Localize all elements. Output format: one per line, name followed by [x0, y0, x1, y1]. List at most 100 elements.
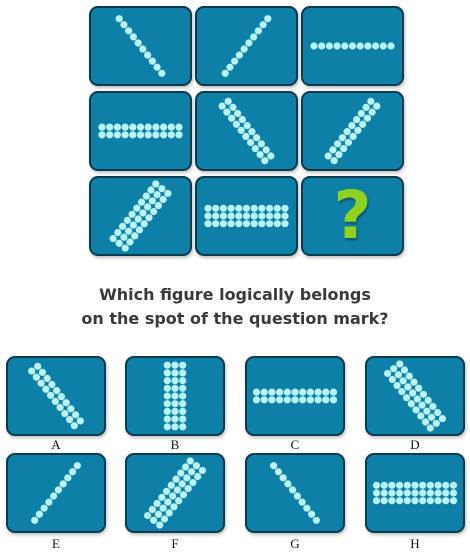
- figure-dot: [417, 412, 425, 420]
- figure-dot: [283, 396, 291, 404]
- figure-dot: [171, 377, 179, 385]
- figure-dot: [179, 400, 187, 408]
- figure-dot: [162, 487, 171, 495]
- figure-dot: [312, 516, 320, 524]
- puzzle-cell-r2c3: [301, 91, 404, 171]
- option-tile-d[interactable]: [365, 356, 465, 436]
- figure-dot: [419, 497, 427, 505]
- figure-dot: [424, 396, 432, 404]
- figure-dot: [340, 144, 348, 153]
- figure-dot: [264, 15, 272, 23]
- dot-figure: [218, 97, 275, 165]
- figure-dot: [139, 45, 147, 53]
- figure-dot: [164, 498, 172, 506]
- figure-dot: [352, 115, 361, 124]
- figure-dot: [154, 510, 163, 518]
- figure-dot: [266, 204, 274, 212]
- figure-dot: [240, 45, 248, 53]
- figure-dot: [398, 388, 406, 396]
- figure-dot: [442, 489, 450, 497]
- figure-dot: [135, 226, 144, 234]
- dot-figure: [144, 457, 206, 529]
- figure-dot: [411, 481, 419, 489]
- figure-dot: [259, 21, 267, 29]
- figure-dot: [246, 138, 255, 147]
- figure-dot: [299, 396, 307, 404]
- figure-dot: [423, 407, 431, 415]
- option-tile-h[interactable]: [365, 453, 465, 533]
- figure-dot: [270, 462, 278, 470]
- figure-dot: [251, 144, 259, 153]
- figure-dot: [167, 481, 175, 489]
- option-label-c: C: [290, 437, 300, 452]
- figure-dot: [50, 492, 58, 500]
- figure-dot: [242, 132, 250, 140]
- figure-dot: [223, 108, 231, 116]
- figure-dot: [61, 409, 69, 418]
- figure-dot: [192, 462, 200, 470]
- figure-dot: [159, 504, 167, 512]
- figure-dot: [163, 377, 171, 385]
- figure-dot: [229, 103, 237, 111]
- figure-dot: [218, 102, 226, 110]
- option-tile-e[interactable]: [6, 453, 106, 533]
- figure-dot: [152, 180, 160, 188]
- figure-dot: [59, 480, 67, 488]
- figure-dot: [120, 21, 128, 29]
- figure-dot: [303, 504, 311, 512]
- figure-dot: [273, 212, 281, 220]
- option-tile-f[interactable]: [125, 453, 225, 533]
- figure-dot: [258, 204, 266, 212]
- figure-dot: [121, 131, 129, 139]
- figure-dot: [175, 497, 183, 505]
- figure-dot: [396, 360, 404, 368]
- figure-dot: [32, 373, 40, 381]
- option-tile-a[interactable]: [6, 356, 106, 436]
- dot-figure: [221, 15, 272, 77]
- figure-dot: [171, 369, 179, 377]
- dot-figure: [115, 15, 166, 77]
- puzzle-cell-r3c3: ?: [301, 176, 404, 256]
- figure-dot: [160, 131, 168, 139]
- figure-dot: [356, 42, 364, 50]
- option-label-d: D: [410, 437, 420, 452]
- option-tile-g[interactable]: [245, 453, 345, 533]
- figure-dot: [144, 123, 152, 131]
- dot-figure: [372, 481, 458, 505]
- figure-dot: [306, 388, 314, 396]
- figure-dot: [306, 396, 314, 404]
- dot-figure: [163, 361, 187, 431]
- figure-dot: [394, 371, 403, 379]
- figure-dot: [68, 468, 77, 476]
- figure-dot: [163, 415, 171, 423]
- figure-dot: [153, 191, 161, 199]
- figure-dot: [204, 220, 212, 228]
- figure-dot: [384, 369, 392, 378]
- figure-dot: [268, 396, 276, 404]
- option-tile-b[interactable]: [125, 356, 225, 436]
- figure-dot: [388, 489, 396, 497]
- option-label-e: E: [52, 536, 60, 551]
- puzzle-cell-r3c2: [195, 176, 298, 256]
- figure-dot: [283, 388, 291, 396]
- question-text: Which figure logically belongs on the sp…: [0, 283, 470, 331]
- figure-dot: [372, 481, 381, 489]
- figure-dot: [235, 212, 243, 220]
- figure-dot: [273, 204, 281, 212]
- figure-dot: [106, 131, 114, 139]
- option-label-h: H: [410, 536, 420, 551]
- option-tile-c[interactable]: [245, 356, 345, 436]
- figure-dot: [150, 516, 158, 524]
- figure-dot: [212, 204, 220, 212]
- figure-dot: [72, 411, 80, 419]
- figure-dot: [442, 481, 450, 489]
- figure-dot: [403, 497, 411, 505]
- figure-dot: [221, 69, 229, 77]
- figure-dot: [409, 389, 417, 397]
- figure-dot: [291, 396, 299, 404]
- figure-dot: [349, 132, 357, 140]
- figure-dot: [163, 369, 171, 377]
- figure-dot: [125, 227, 133, 235]
- figure-dot: [434, 481, 442, 489]
- figure-dot: [73, 462, 81, 470]
